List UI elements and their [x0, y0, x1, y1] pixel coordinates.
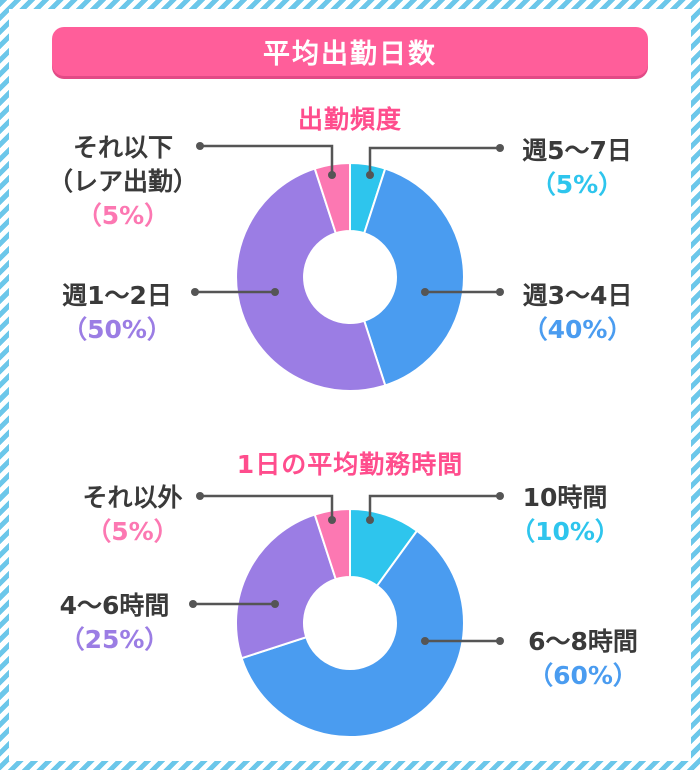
- chart1-leader-dot-2-1: [191, 288, 199, 296]
- chart2-slice-1: [240, 529, 465, 738]
- chart1-slice-2: [235, 167, 387, 392]
- chart1-leader-dot-2-0: [271, 288, 279, 296]
- chart2-label-slice-2: 4～6時間 （25%）: [59, 591, 170, 654]
- chart2-leader-dot-3-0: [328, 516, 336, 524]
- chart2-leader-line-3: [200, 494, 334, 520]
- chart2-leader-dot-0-2: [496, 492, 504, 500]
- chart1-leader-dot-3-2: [196, 142, 204, 150]
- chart1-slice-1: [362, 167, 465, 387]
- chart1-leader-line-0: [368, 146, 500, 175]
- chart2-leader-dot-3-2: [196, 492, 204, 500]
- chart1-leader-dot-1-0: [421, 288, 429, 296]
- chart1-leader-dot-0-0: [366, 171, 374, 179]
- chart2-leader-dot-2-1: [189, 600, 197, 608]
- page-title: 平均出勤日数: [52, 27, 648, 76]
- chart2-label-slice-0: 10時間 （10%）: [510, 483, 620, 546]
- chart1-leader-line-3: [200, 144, 334, 175]
- chart1-label-slice-2: 週1～2日 （50%）: [62, 281, 172, 344]
- chart2-label-slice-1: 6～8時間 （60%）: [528, 627, 638, 690]
- chart2-leader-line-0: [368, 494, 500, 520]
- chart2-slice-3: [313, 507, 351, 581]
- chart2-leader-dot-0-0: [366, 516, 374, 524]
- chart1-leader-dot-1-1: [496, 288, 504, 296]
- chart-1-title: 出勤頻度: [297, 105, 402, 134]
- chart-2-title: 1日の平均勤務時間: [236, 450, 464, 479]
- chart2-leader-dot-2-0: [271, 600, 279, 608]
- chart1-label-slice-0: 週5～7日 （5%）: [522, 136, 632, 199]
- chart1-label-slice-1: 週3～4日 （40%）: [522, 281, 633, 344]
- chart2-label-slice-3: それ以外 （5%）: [82, 483, 183, 546]
- chart1-leader-dot-3-0: [328, 171, 336, 179]
- chart1-slice-3: [313, 161, 351, 235]
- chart1-leader-dot-0-2: [496, 144, 504, 152]
- chart1-label-slice-3: それ以下 （レア出勤） （5%）: [48, 133, 199, 230]
- chart2-leader-dot-1-1: [496, 637, 504, 645]
- chart2-leader-dot-1-0: [421, 637, 429, 645]
- chart2-slice-2: [235, 513, 338, 660]
